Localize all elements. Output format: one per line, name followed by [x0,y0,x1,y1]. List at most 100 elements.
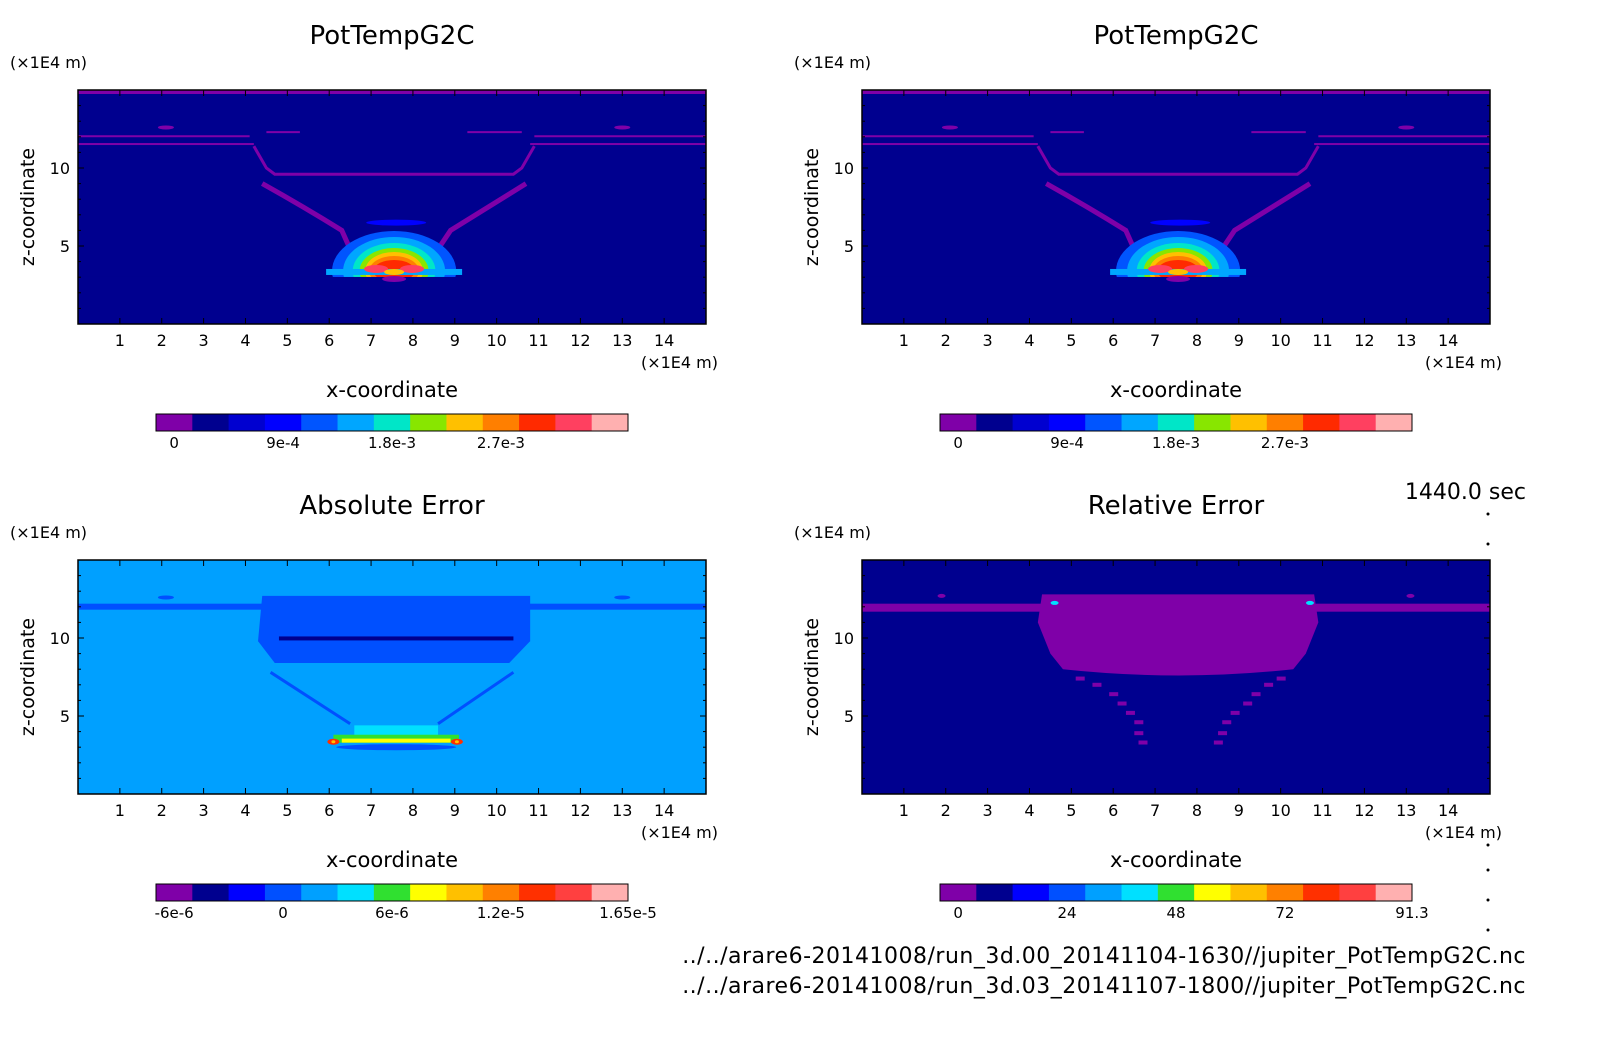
colorbar-frame [155,413,629,432]
colorbar-tick-label: 1.8e-3 [1152,434,1200,452]
error-region [1037,594,1319,676]
colorbar-swatch [1339,884,1377,901]
error-arms [269,671,515,726]
x-tick-label: 11 [528,331,548,350]
colorbar-swatch [555,414,593,431]
colorbar-tick-label: 0 [278,904,288,922]
contour-line [1314,143,1490,146]
x-tick-label: 4 [1024,801,1034,820]
x-tick-label: 13 [612,331,632,350]
x-tick-label: 10 [486,801,506,820]
contour-blob [614,125,631,130]
x-tick-label: 9 [1234,331,1244,350]
x-tick-label: 13 [612,801,632,820]
colorbar-frame [939,413,1413,432]
colorbar-swatch [192,884,230,901]
colorbar-swatch [264,414,302,431]
colorbar-swatch [1303,884,1340,901]
x-unit-label: (×1E4 m) [1425,353,1502,372]
error-speck-8 [1138,740,1148,745]
margin-dot [1486,542,1490,546]
colorbar-tick-label: 48 [1166,904,1185,922]
margin-dot [1486,928,1490,932]
field-lower [862,276,1490,324]
x-tick-label: 11 [1312,801,1332,820]
x-tick-label: 11 [1312,331,1332,350]
colorbar-swatch [1303,414,1340,431]
error-peak-right-core [454,740,459,744]
x-tick-label: 14 [654,331,674,350]
contour-line [1318,135,1490,138]
x-unit-label: (×1E4 m) [641,353,718,372]
colorbar-swatch [940,414,977,431]
error-speck-3 [1109,692,1119,697]
colorbar-swatch [519,884,556,901]
colorbar-frame [155,883,629,902]
plume-core [400,264,425,273]
colorbar-swatch [373,414,411,431]
error-blob [937,593,946,598]
x-unit-label: (×1E4 m) [641,823,718,842]
colorbar-swatch [337,414,375,431]
margin-dot [1486,843,1490,847]
colorbar-swatch [1085,414,1123,431]
colorbar-swatch [301,414,339,431]
x-tick-label: 12 [570,331,590,350]
x-tick-label: 6 [1108,331,1118,350]
colorbar-tick-label: 0 [169,434,179,452]
footer-file-path-2: ../../arare6-20141008/run_3d.03_20141107… [682,974,1526,999]
heatmap-area [862,560,1490,794]
plume-core [1184,264,1209,273]
x-tick-label: 13 [1396,801,1416,820]
x-tick-label: 5 [1066,331,1076,350]
plot-frame [77,89,707,325]
colorbar-swatch [446,884,484,901]
chart-title: Absolute Error [299,491,485,521]
chart-title: Relative Error [1088,491,1265,521]
colorbar-frame [939,883,1413,902]
plot-frame [77,559,707,795]
colorbar-swatch [1121,414,1159,431]
contour-line [862,135,1034,138]
x-tick-label: 12 [1354,801,1374,820]
error-blob [614,595,631,600]
colorbar-swatch [410,884,447,901]
plume-arm-right [1219,181,1312,251]
error-speck-16 [1213,740,1223,745]
colorbar: 0 9e-4 1.8e-3 2.7e-3 [939,413,1413,452]
colorbar-swatch [156,884,193,901]
error-region-negative [278,636,514,641]
field-lower [78,276,706,324]
colorbar-swatch [1048,884,1086,901]
colorbar-swatch [591,414,629,431]
colorbar-tick-label: 1.8e-3 [368,434,416,452]
error-plume-base [336,744,457,751]
y-tick-label: 5 [60,707,70,726]
x-tick-label: 14 [1438,801,1458,820]
colorbar: -6e-6 0 6e-6 1.2e-5 1.65e-5 [155,883,657,922]
x-tick-label: 7 [1150,801,1160,820]
x-tick-label: 8 [1192,801,1202,820]
colorbar-swatch [482,414,520,431]
x-tick-label: 1 [115,801,125,820]
x-tick-label: 9 [1234,801,1244,820]
colorbar-swatch [192,414,230,431]
contour-blob [941,125,958,130]
y-tick-label: 10 [50,159,70,178]
y-unit-label: (×1E4 m) [10,53,87,72]
colorbar-swatch [228,884,266,901]
plume-core [364,264,389,273]
colorbar-swatch [1012,884,1050,901]
colorbar-tick-label: 0 [953,904,963,922]
x-tick-label: 11 [528,801,548,820]
x-tick-label: 6 [1108,801,1118,820]
y-tick-label: 10 [834,159,854,178]
x-axis-label: x-coordinate [1110,378,1242,402]
colorbar: 0 24 48 72 91.3 [939,883,1429,922]
contour-blob [157,125,174,130]
x-tick-label: 9 [450,801,460,820]
x-axis-label: x-coordinate [1110,848,1242,872]
heatmap-area [78,560,706,794]
